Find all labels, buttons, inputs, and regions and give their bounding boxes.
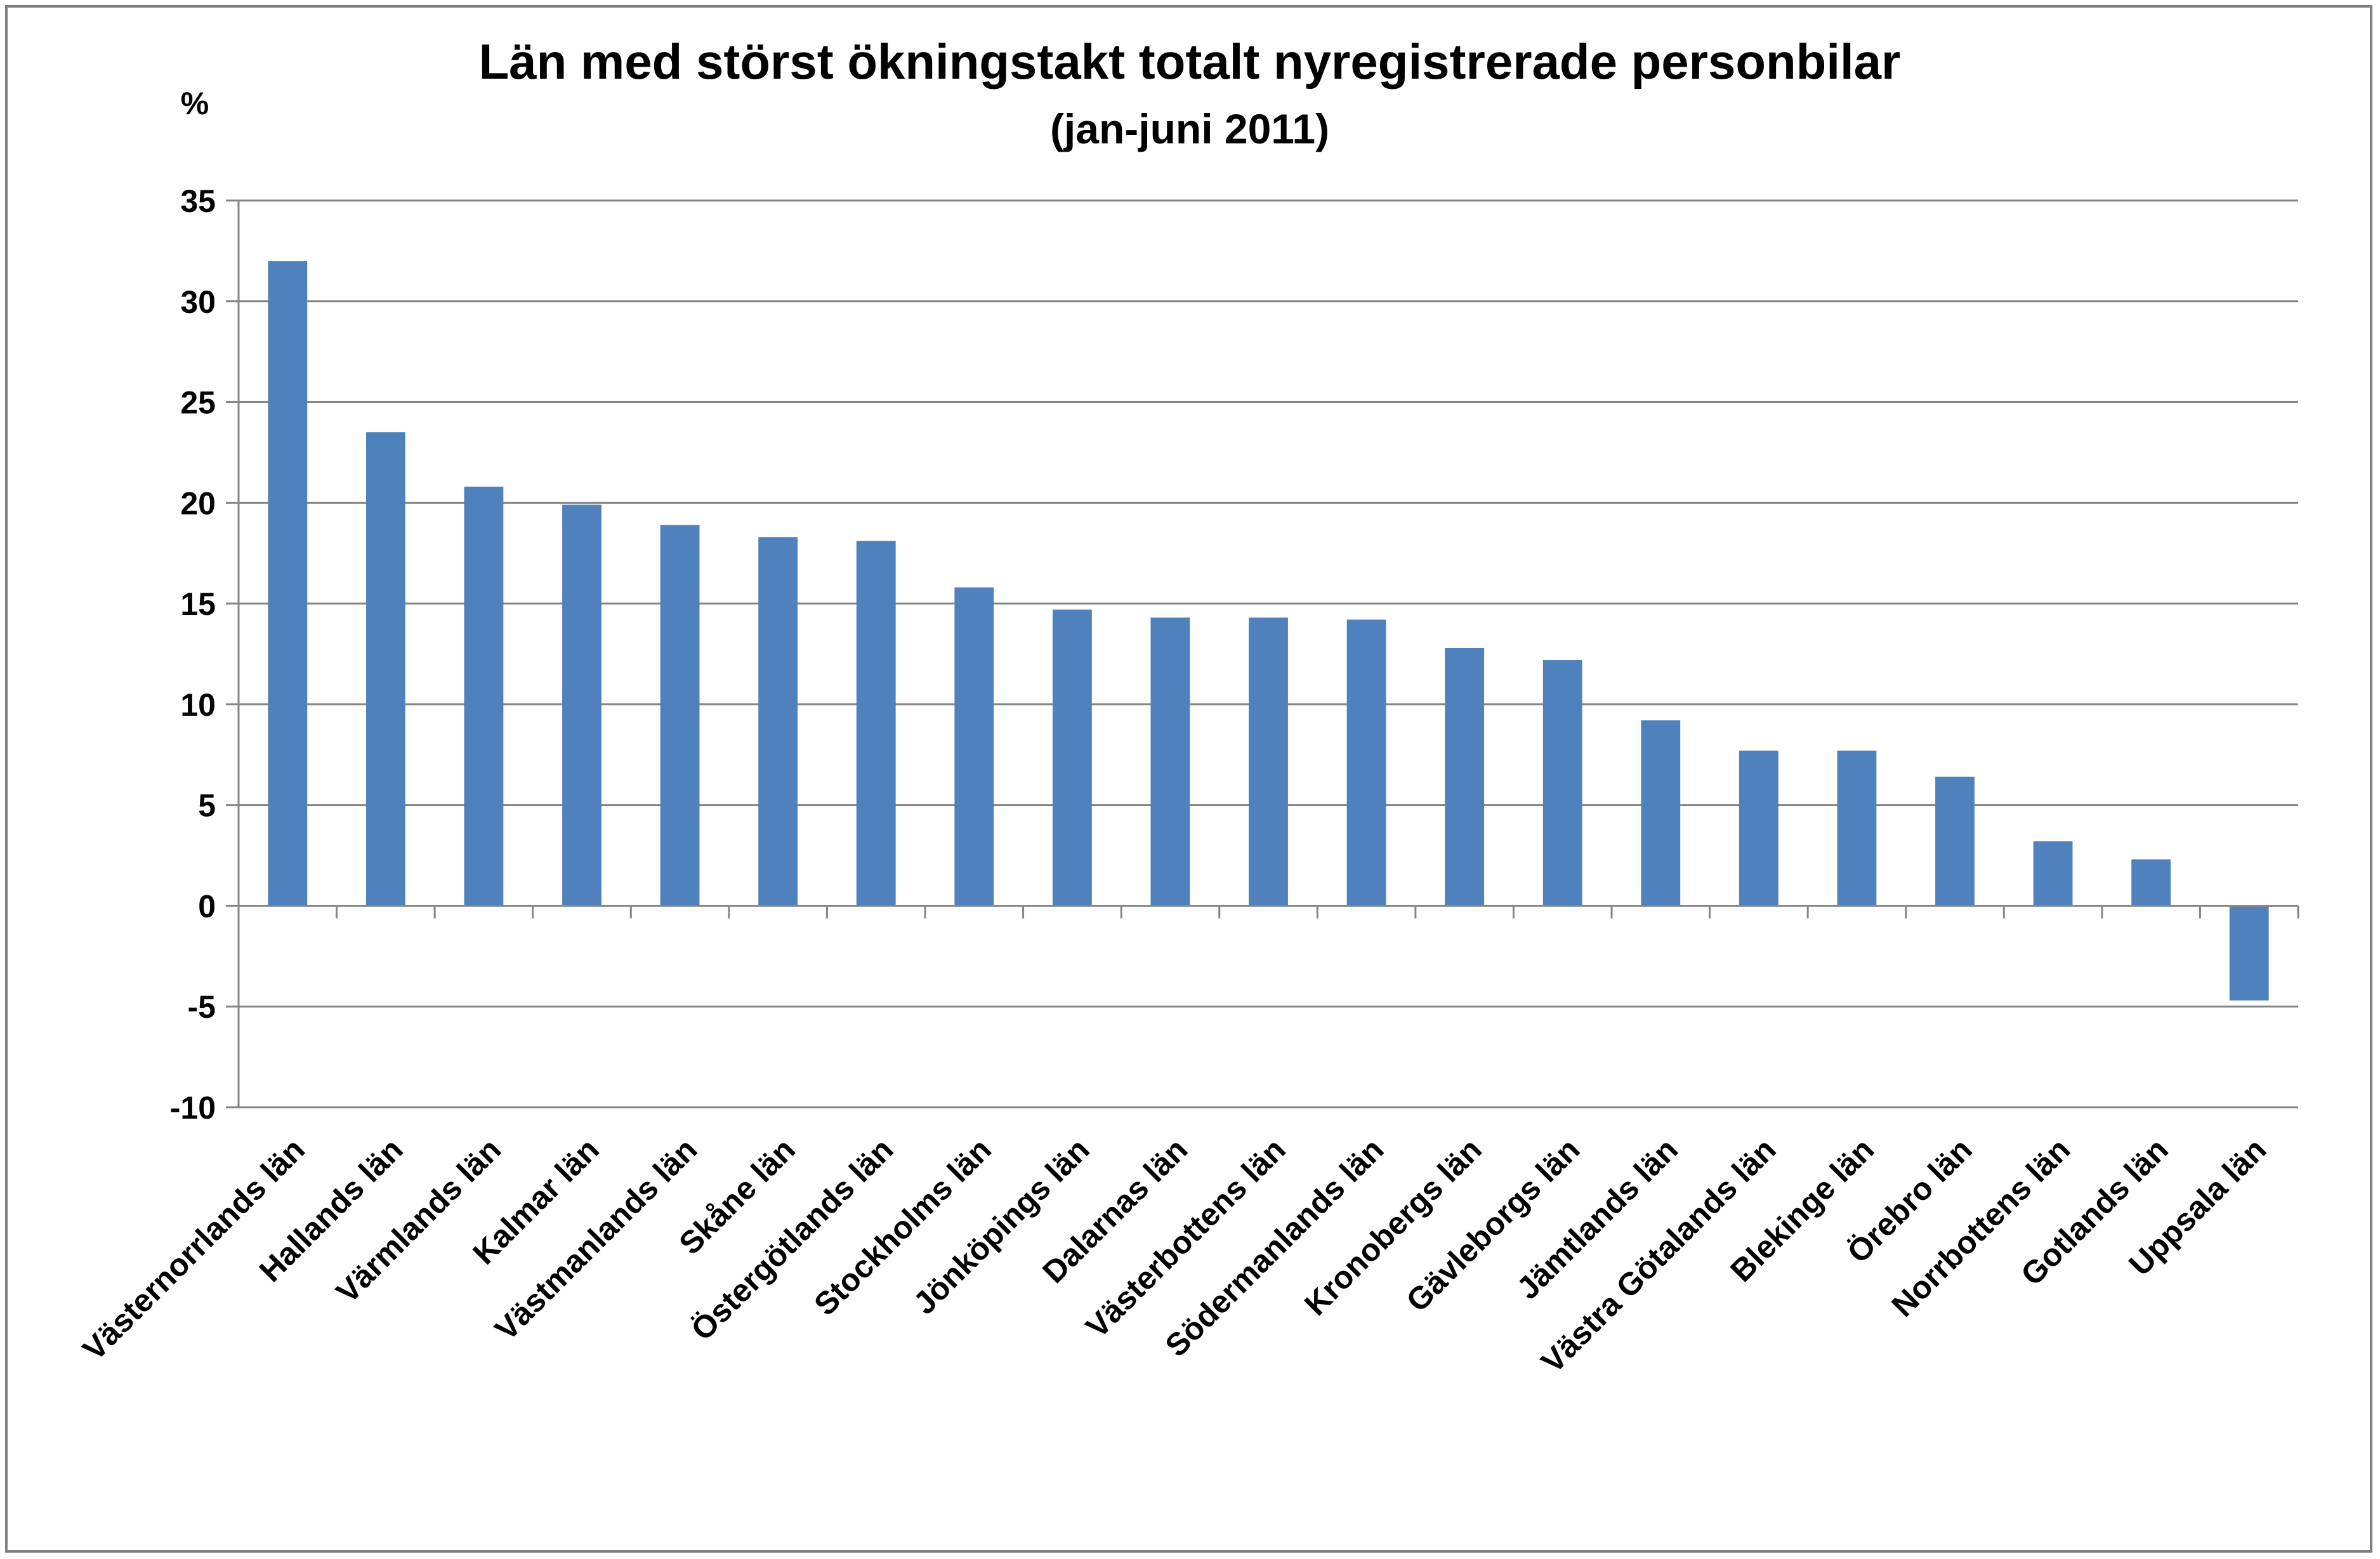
bar — [1150, 617, 1190, 906]
bar — [1249, 617, 1288, 906]
bar — [954, 587, 994, 906]
y-axis-unit-label: % — [181, 86, 209, 121]
x-category-label: Stockholms län — [807, 1131, 998, 1322]
bar — [1739, 750, 1778, 906]
bar — [2131, 859, 2171, 906]
y-tick-label: 20 — [180, 485, 216, 521]
bar — [1542, 660, 1582, 906]
x-category-label: Jönköpings län — [907, 1131, 1096, 1321]
bar — [660, 525, 700, 906]
y-tick-label: 0 — [198, 888, 216, 924]
chart-subtitle: (jan-juni 2011) — [1050, 105, 1329, 152]
bar — [1641, 720, 1681, 906]
bar — [758, 537, 798, 906]
y-tick-label: 10 — [180, 687, 216, 723]
bar — [1935, 777, 1975, 906]
y-tick-label: -10 — [170, 1090, 216, 1126]
bars — [268, 261, 2269, 1001]
bar — [2033, 841, 2073, 906]
x-category-label: Norrbottens län — [1885, 1131, 2077, 1324]
y-tick-label: 15 — [180, 586, 216, 622]
bar — [856, 541, 896, 906]
bar — [1837, 750, 1877, 906]
y-tick-label: 25 — [180, 385, 216, 421]
y-tick-label: 5 — [198, 788, 216, 824]
bar — [1346, 619, 1386, 906]
bar — [562, 504, 602, 906]
chart-title: Län med störst ökningstakt totalt nyregi… — [479, 34, 1901, 89]
x-category-label: Värmlands län — [329, 1131, 508, 1310]
x-category-label: Gävleborgs län — [1399, 1131, 1586, 1319]
bar — [1445, 647, 1485, 906]
bar — [2229, 905, 2269, 1001]
x-category-label: Kronobergs län — [1298, 1131, 1489, 1322]
y-tick-label: 35 — [180, 183, 216, 219]
bar — [464, 486, 504, 906]
bar — [268, 261, 308, 906]
bar — [365, 432, 405, 906]
y-axis-ticks: 35 30 25 20 15 10 5 0 -5 -10 — [170, 183, 239, 1126]
y-tick-label: 30 — [180, 284, 216, 320]
bar — [1052, 609, 1092, 906]
y-tick-label: -5 — [188, 989, 216, 1025]
axes — [237, 201, 2299, 1107]
